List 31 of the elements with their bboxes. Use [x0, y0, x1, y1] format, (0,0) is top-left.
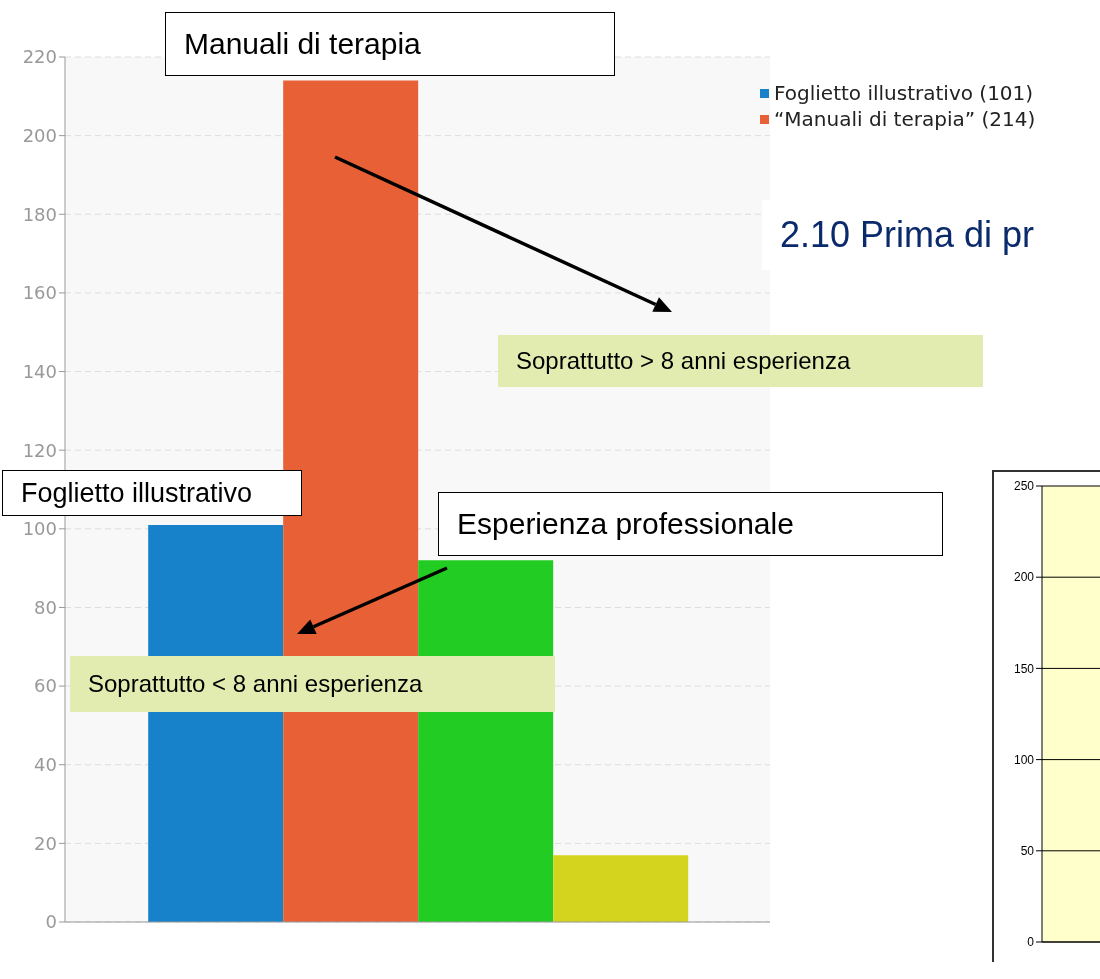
- y-tick-label: 50: [1020, 844, 1035, 859]
- y-tick-label: 100: [1013, 752, 1035, 767]
- y-tick-label: 180: [22, 203, 57, 225]
- y-tick-label: 120: [22, 439, 57, 461]
- note-label: Soprattutto > 8 anni esperienza: [498, 335, 983, 387]
- y-tick-label: 40: [34, 754, 57, 776]
- y-tick-label: 160: [22, 282, 57, 304]
- y-tick-label: 150: [1013, 661, 1035, 676]
- y-tick-label: 220: [22, 46, 57, 68]
- annotation: Esperienza professionale: [457, 507, 794, 541]
- y-tick-label: 200: [1013, 570, 1035, 585]
- y-tick-label: 200: [22, 125, 57, 147]
- y-tick-label: 250: [1013, 479, 1035, 494]
- y-tick-label: 20: [34, 832, 57, 854]
- annotation: Foglietto illustrativo: [21, 477, 253, 509]
- y-tick-label: 0: [45, 911, 57, 933]
- y-tick-label: 80: [34, 596, 57, 618]
- legend-label: Foglietto illustrativo (101): [774, 80, 1034, 106]
- annotation: Soprattutto < 8 anni esperienza: [88, 670, 423, 698]
- y-tick-label: 140: [22, 360, 57, 382]
- legend-label: “Manuali di terapia” (214): [774, 106, 1036, 132]
- y-tick-label: 60: [34, 675, 57, 697]
- callout-box: Manuali di terapia: [165, 12, 615, 76]
- y-tick-label: 100: [22, 518, 57, 540]
- annotation: Soprattutto > 8 anni esperienza: [516, 347, 851, 375]
- y-tick-label: 0: [1027, 935, 1035, 950]
- bar: [553, 855, 689, 922]
- callout-box: Esperienza professionale: [438, 492, 943, 556]
- note-label: Soprattutto < 8 anni esperienza: [70, 656, 555, 712]
- callout-box: Foglietto illustrativo: [2, 470, 302, 516]
- annotation: Manuali di terapia: [184, 27, 421, 61]
